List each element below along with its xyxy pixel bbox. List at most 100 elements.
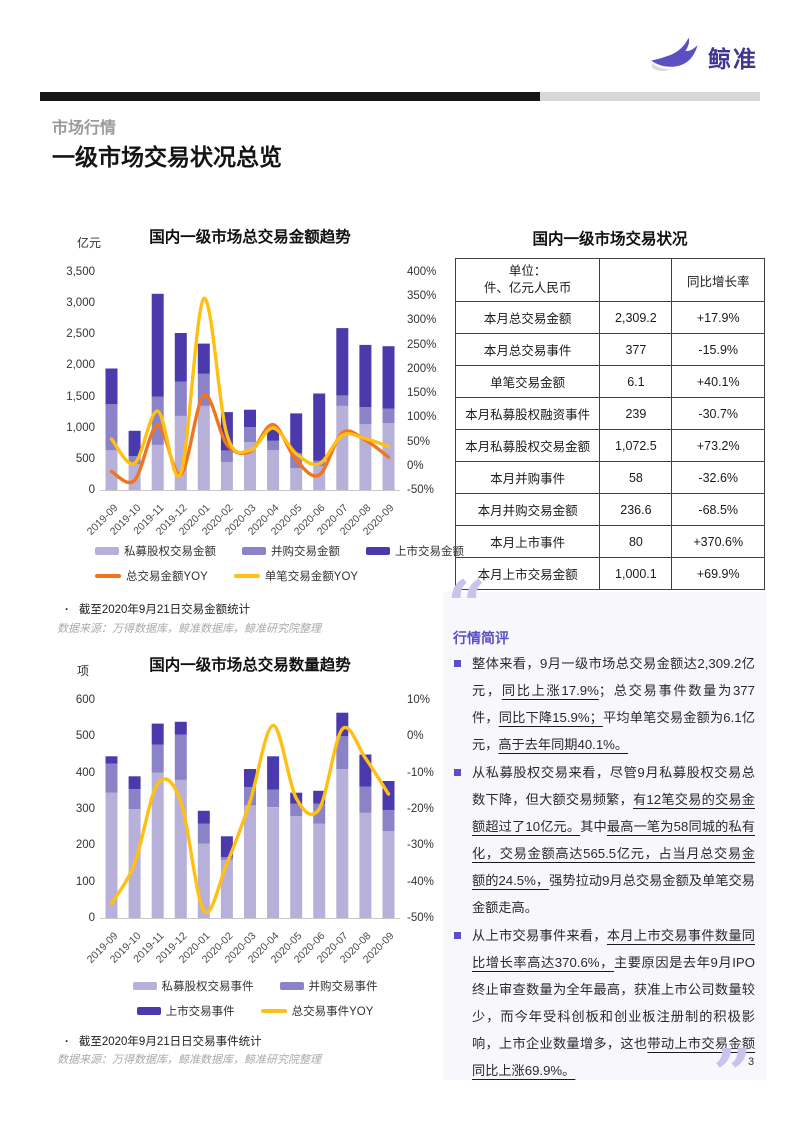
data-source: 数据来源：万得数据库，鲸准数据库，鲸准研究院整理 bbox=[57, 623, 321, 635]
value-header-cell bbox=[599, 258, 673, 302]
chart-title: 国内一级市场总交易金额趋势 bbox=[149, 229, 351, 246]
bar-segment bbox=[244, 427, 256, 442]
bar-segment bbox=[151, 744, 164, 773]
legend-row: 私募股权交易事件 并购交易事件 bbox=[132, 978, 378, 994]
left-axis: 3,500 3,000 2,500 2,000 1,500 1,000 500 0 bbox=[55, 266, 95, 496]
right-axis: 400% 350% 300% 250% 200% 150% 100% 50% 0% -50% bbox=[407, 266, 451, 496]
brand-logo: 鲸准 bbox=[648, 36, 758, 77]
axis-tick: -50% bbox=[407, 484, 434, 496]
axis-tick: 1,500 bbox=[66, 390, 95, 403]
legend-item: 总交易事件YOY bbox=[260, 1003, 374, 1019]
legend-item: 上市交易事件 bbox=[136, 1003, 235, 1019]
metric-label-cell: 本月总交易事件 bbox=[454, 333, 601, 366]
axis-tick: 0 bbox=[88, 912, 95, 924]
commentary-title: 行情简评 bbox=[453, 630, 509, 646]
bar-segment bbox=[336, 405, 349, 490]
bar-segment bbox=[244, 769, 256, 788]
bar-segment bbox=[151, 723, 164, 745]
bar-segment bbox=[174, 721, 187, 735]
axis-tick: 2,500 bbox=[66, 328, 95, 341]
bar-segment bbox=[105, 763, 118, 793]
table-header-row: 单位： 件、亿元人民币 同比增长率 bbox=[454, 258, 765, 302]
growth-header-cell: 同比增长率 bbox=[671, 258, 765, 302]
axis-tick: -40% bbox=[407, 875, 434, 888]
axis-tick: 400 bbox=[75, 766, 95, 779]
metric-value-cell: 2,309.2 bbox=[599, 301, 673, 334]
chart-legend: 私募股权交易事件 并购交易事件上市交易事件 总交易事件YOY bbox=[95, 978, 415, 1019]
legend-label: 总交易金额YOY bbox=[126, 571, 208, 583]
count-trend-chart: 国内一级市场总交易数量趋势 项 600 500 400 300 200 100 0 10% 0… bbox=[55, 653, 455, 1073]
metric-value-cell: 80 bbox=[599, 525, 673, 558]
bar-segment bbox=[382, 408, 395, 424]
axis-tick: 3,000 bbox=[66, 297, 95, 310]
metric-label-cell: 本月上市事件 bbox=[454, 525, 601, 558]
axis-tick: 300 bbox=[75, 803, 95, 815]
data-source: 数据来源：万得数据库，鲸准数据库，鲸准研究院整理 bbox=[57, 1054, 321, 1066]
legend-bar-swatch bbox=[366, 547, 390, 555]
commentary-bullet: 从私募股权交易来看，尽管9月私募股权交易总数下降，但大额交易频繁，有12笔交易的… bbox=[453, 759, 755, 921]
bar-segment bbox=[382, 346, 395, 409]
legend-item: 单笔交易金额YOY bbox=[233, 568, 358, 584]
bar-segment bbox=[290, 468, 303, 490]
bar-segment bbox=[359, 424, 372, 490]
legend-item: 总交易金额YOY bbox=[95, 568, 208, 584]
legend-label: 并购交易金额 bbox=[271, 546, 340, 558]
metric-growth-cell: +17.9% bbox=[671, 301, 765, 334]
axis-tick: 50% bbox=[407, 435, 431, 448]
metric-value-cell: 1,000.1 bbox=[599, 557, 673, 590]
metric-growth-cell: +69.9% bbox=[671, 557, 765, 590]
bar-segment bbox=[128, 776, 141, 789]
x-axis: 2019-09 2019-10 2019-11 2019-12 2020-01 2020-… bbox=[84, 496, 400, 548]
axis-tick: -10% bbox=[407, 766, 434, 779]
metric-growth-cell: -32.6% bbox=[671, 461, 765, 494]
bar-segment bbox=[174, 381, 187, 416]
bar-segment bbox=[105, 792, 118, 918]
axis-tick: 10% bbox=[407, 694, 431, 706]
axis-tick: 400% bbox=[407, 266, 437, 278]
metric-value-cell: 6.1 bbox=[599, 365, 673, 398]
bar-segment bbox=[105, 404, 118, 451]
trend-line bbox=[109, 296, 391, 479]
legend-row: 总交易金额YOY 单笔交易金额YOY bbox=[95, 568, 358, 584]
metric-value-cell: 1,072.5 bbox=[599, 429, 673, 462]
metric-growth-cell: +370.6% bbox=[671, 525, 765, 558]
legend-item: 私募股权交易金额 bbox=[95, 543, 216, 559]
axis-tick: 500 bbox=[75, 730, 95, 743]
metric-label-cell: 本月私募股权交易金额 bbox=[454, 429, 601, 462]
bar-segment bbox=[267, 756, 280, 790]
legend-label: 私募股权交易金额 bbox=[124, 546, 216, 558]
legend-row: 上市交易事件 总交易事件YOY bbox=[136, 1003, 374, 1019]
metric-growth-cell: -68.5% bbox=[671, 493, 765, 526]
bar-segment bbox=[290, 816, 303, 918]
axis-tick: -50% bbox=[407, 912, 434, 924]
legend-item: 私募股权交易事件 bbox=[132, 978, 254, 994]
bar-segment bbox=[290, 413, 303, 454]
metric-label-cell: 本月并购事件 bbox=[454, 461, 601, 494]
bar-segment bbox=[151, 293, 164, 397]
table-row: 本月上市事件 80 +370.6% bbox=[454, 525, 765, 558]
bar-segment bbox=[105, 756, 118, 764]
metric-growth-cell: +40.1% bbox=[671, 365, 765, 398]
bar-segment bbox=[267, 789, 280, 808]
table-row: 本月总交易金额 2,309.2 +17.9% bbox=[454, 301, 765, 334]
metric-label-cell: 本月并购交易金额 bbox=[454, 493, 601, 526]
bar-segment bbox=[174, 734, 187, 780]
legend-item: 并购交易金额 bbox=[242, 543, 340, 559]
metric-value-cell: 236.6 bbox=[599, 493, 673, 526]
whale-icon bbox=[648, 36, 700, 77]
metric-value-cell: 58 bbox=[599, 461, 673, 494]
bar-segment bbox=[197, 405, 210, 490]
axis-tick: 500 bbox=[75, 452, 95, 465]
chart-legend: 私募股权交易金额 并购交易金额 上市交易金额 总交易金额YOY 单笔交易金额YOY bbox=[95, 543, 464, 584]
chart-title: 国内一级市场总交易数量趋势 bbox=[149, 657, 351, 674]
legend-line-swatch bbox=[233, 574, 260, 578]
bar-segment bbox=[128, 456, 141, 464]
bar-segment bbox=[267, 807, 280, 918]
axis-tick: 0% bbox=[407, 730, 424, 743]
axis-tick: 3,500 bbox=[66, 266, 95, 278]
legend-label: 总交易事件YOY bbox=[291, 1006, 374, 1018]
trend-line bbox=[109, 723, 391, 915]
bar-segment bbox=[151, 772, 164, 918]
table-row: 本月私募股权融资事件 239 -30.7% bbox=[454, 397, 765, 430]
